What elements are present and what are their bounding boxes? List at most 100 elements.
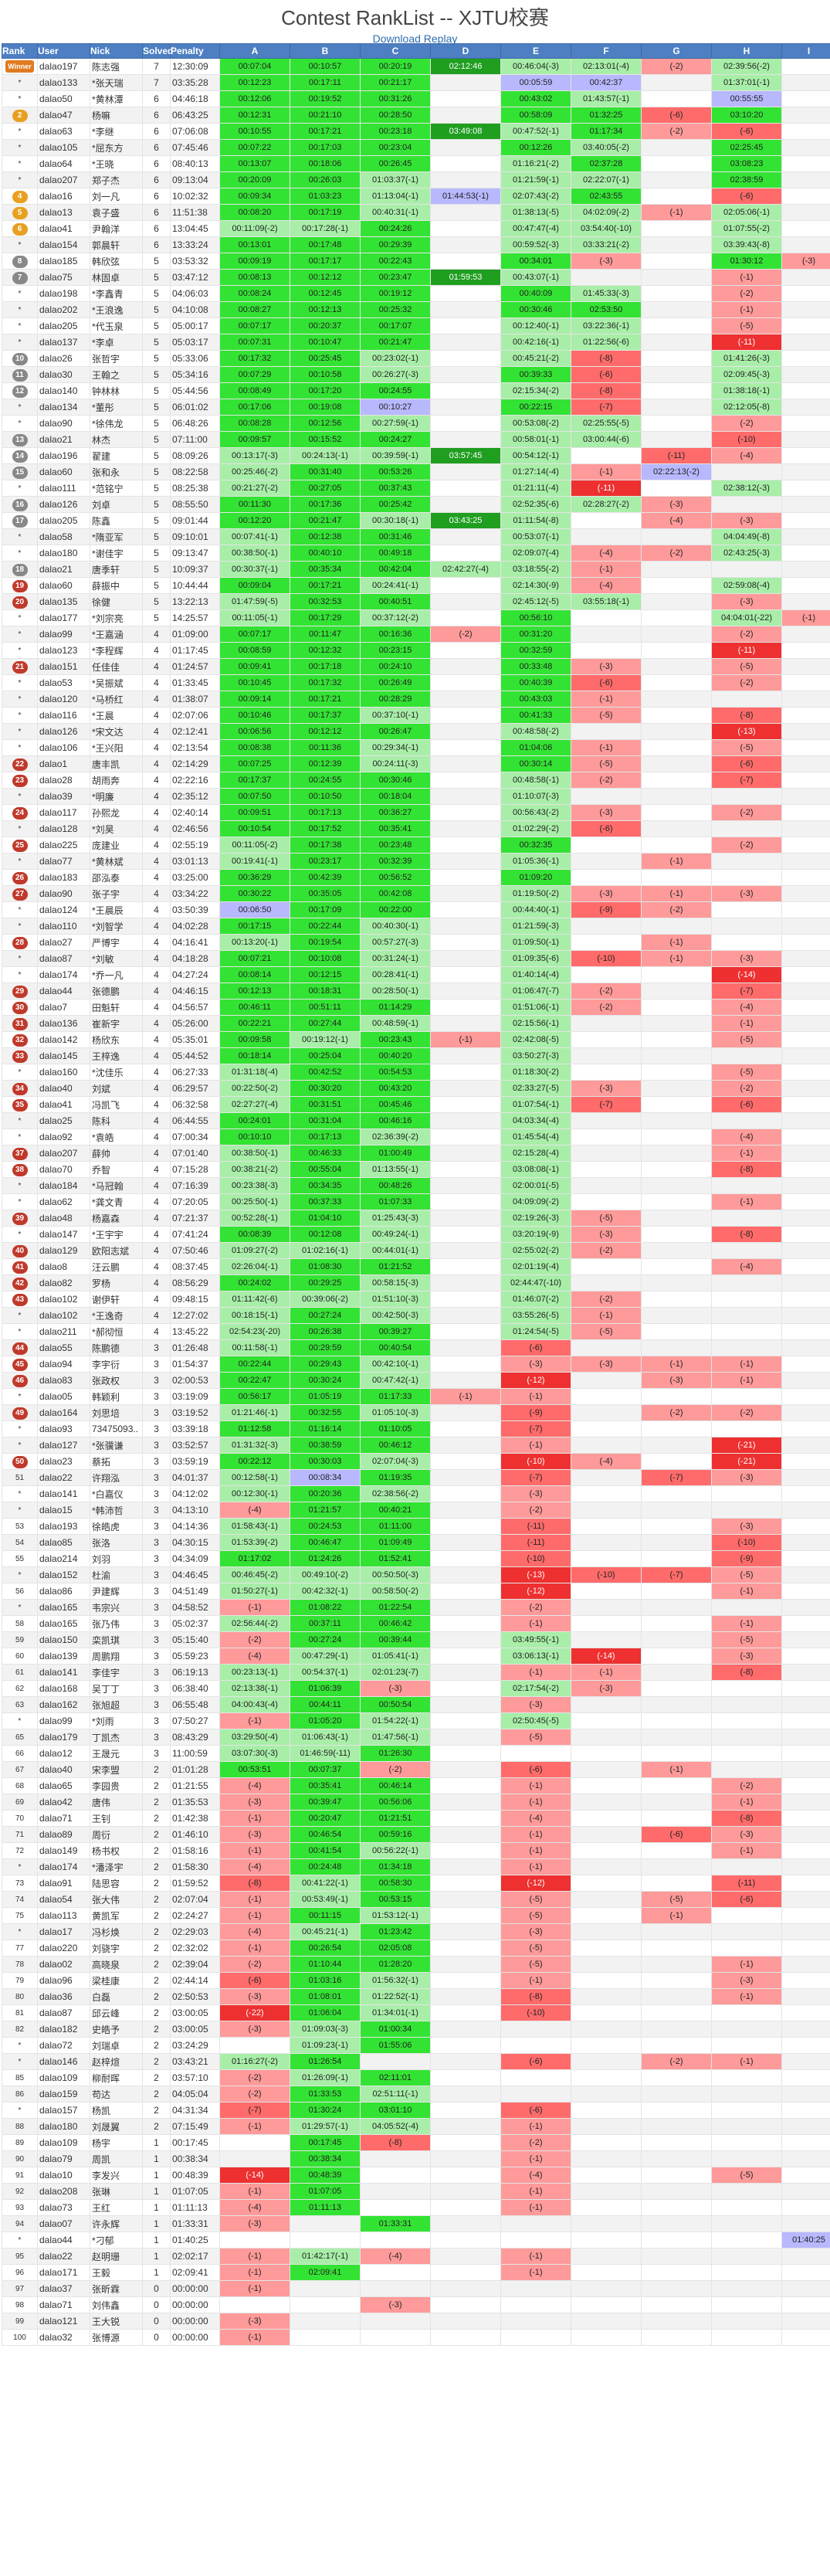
problem-cell[interactable]: 01:53:12(-1) bbox=[360, 1907, 431, 1924]
problem-cell[interactable]: 00:12:26 bbox=[500, 139, 571, 156]
problem-cell[interactable]: 00:44:40(-1) bbox=[500, 901, 571, 918]
problem-cell[interactable]: 00:46:54 bbox=[290, 1826, 361, 1843]
problem-cell[interactable]: 01:06:43(-1) bbox=[290, 1729, 361, 1746]
user-cell[interactable]: dalao99 bbox=[37, 1712, 90, 1729]
problem-cell[interactable]: 03:54:40(-10) bbox=[571, 220, 642, 237]
problem-cell[interactable]: (-10) bbox=[500, 2004, 571, 2021]
user-cell[interactable]: dalao48 bbox=[37, 1210, 90, 1227]
problem-cell[interactable]: (-3) bbox=[219, 1988, 290, 2005]
problem-cell[interactable]: 00:22:43 bbox=[360, 253, 431, 270]
problem-cell[interactable]: 01:26:30 bbox=[360, 1745, 431, 1762]
user-cell[interactable]: dalao96 bbox=[37, 1972, 90, 1989]
user-cell[interactable]: dalao70 bbox=[37, 1161, 90, 1178]
problem-cell[interactable]: (-4) bbox=[711, 1128, 782, 1145]
problem-cell[interactable]: 02:52:35(-6) bbox=[500, 496, 571, 513]
user-cell[interactable]: dalao63 bbox=[37, 123, 90, 140]
problem-cell[interactable]: (-14) bbox=[219, 2167, 290, 2184]
user-cell[interactable]: dalao10 bbox=[37, 2167, 90, 2184]
problem-cell[interactable]: (-8) bbox=[711, 707, 782, 724]
problem-cell[interactable]: 01:09:35(-6) bbox=[500, 950, 571, 967]
problem-cell[interactable]: (-7) bbox=[641, 1469, 712, 1486]
problem-cell[interactable]: 00:24:41(-1) bbox=[360, 577, 431, 594]
problem-cell[interactable]: 01:33:31 bbox=[360, 2215, 431, 2232]
problem-cell[interactable]: 00:54:53 bbox=[360, 1064, 431, 1081]
problem-cell[interactable]: 00:27:24 bbox=[290, 1307, 361, 1324]
problem-cell[interactable]: 02:38:56(-2) bbox=[360, 1485, 431, 1502]
user-cell[interactable]: dalao137 bbox=[37, 334, 90, 351]
problem-cell[interactable]: 00:20:09 bbox=[219, 171, 290, 188]
problem-cell[interactable]: 00:07:25 bbox=[219, 755, 290, 772]
user-cell[interactable]: dalao54 bbox=[37, 1891, 90, 1908]
problem-cell[interactable]: 01:22:52(-1) bbox=[360, 1988, 431, 2005]
user-cell[interactable]: dalao60 bbox=[37, 577, 90, 594]
problem-cell[interactable]: (-2) bbox=[219, 1631, 290, 1648]
problem-cell[interactable]: 00:17:17 bbox=[290, 253, 361, 270]
problem-cell[interactable]: 00:22:21 bbox=[219, 1015, 290, 1032]
problem-cell[interactable]: 00:08:27 bbox=[219, 301, 290, 318]
problem-cell[interactable]: 00:23:13(-1) bbox=[219, 1664, 290, 1681]
problem-cell[interactable]: 00:40:21 bbox=[360, 1502, 431, 1519]
problem-cell[interactable]: 00:32:39 bbox=[360, 853, 431, 870]
problem-cell[interactable]: (-11) bbox=[500, 1534, 571, 1551]
problem-cell[interactable]: (-3) bbox=[500, 1696, 571, 1713]
problem-cell[interactable]: 00:10:58 bbox=[290, 366, 361, 383]
problem-cell[interactable]: 03:06:13(-1) bbox=[500, 1648, 571, 1665]
problem-cell[interactable]: 01:11:54(-8) bbox=[500, 512, 571, 529]
problem-cell[interactable]: 01:34:18 bbox=[360, 1858, 431, 1875]
problem-cell[interactable]: 00:42:32(-1) bbox=[290, 1583, 361, 1600]
problem-cell[interactable]: 00:31:24(-1) bbox=[360, 950, 431, 967]
problem-cell[interactable]: 00:30:46 bbox=[360, 772, 431, 789]
problem-cell[interactable]: (-8) bbox=[711, 1226, 782, 1243]
problem-cell[interactable]: 00:08:39 bbox=[219, 1226, 290, 1243]
problem-cell[interactable]: (-1) bbox=[711, 1956, 782, 1973]
col-problem-b[interactable]: B bbox=[290, 43, 361, 59]
user-cell[interactable]: dalao135 bbox=[37, 593, 90, 610]
problem-cell[interactable]: (-3) bbox=[781, 253, 830, 270]
problem-cell[interactable]: 00:24:55 bbox=[290, 772, 361, 789]
problem-cell[interactable]: (-1) bbox=[641, 1907, 712, 1924]
problem-cell[interactable]: 01:29:57(-1) bbox=[290, 2118, 361, 2135]
user-cell[interactable]: dalao162 bbox=[37, 1696, 90, 1713]
problem-cell[interactable]: 00:39:06(-2) bbox=[290, 1291, 361, 1308]
problem-cell[interactable]: 00:29:25 bbox=[290, 1274, 361, 1291]
problem-cell[interactable]: 00:10:45 bbox=[219, 674, 290, 691]
problem-cell[interactable]: 03:10:20 bbox=[711, 107, 782, 124]
problem-cell[interactable]: 00:12:56 bbox=[290, 415, 361, 432]
problem-cell[interactable]: 00:43:20 bbox=[360, 1080, 431, 1097]
problem-cell[interactable]: (-1) bbox=[219, 2264, 290, 2281]
user-cell[interactable]: dalao164 bbox=[37, 1404, 90, 1421]
problem-cell[interactable]: 01:24:54(-5) bbox=[500, 1323, 571, 1340]
problem-cell[interactable]: (-14) bbox=[711, 966, 782, 983]
user-cell[interactable]: dalao193 bbox=[37, 1518, 90, 1535]
problem-cell[interactable]: 00:47:52(-1) bbox=[500, 123, 571, 140]
problem-cell[interactable]: (-1) bbox=[571, 1307, 642, 1324]
problem-cell[interactable]: 02:07:04(-3) bbox=[360, 1453, 431, 1470]
problem-cell[interactable]: 02:44:47(-10) bbox=[500, 1274, 571, 1291]
problem-cell[interactable]: 00:24:53 bbox=[290, 1518, 361, 1535]
user-cell[interactable]: dalao44 bbox=[37, 2232, 90, 2248]
user-cell[interactable]: dalao12 bbox=[37, 1745, 90, 1762]
problem-cell[interactable]: 00:10:47 bbox=[290, 334, 361, 351]
problem-cell[interactable]: 00:48:59(-1) bbox=[360, 1015, 431, 1032]
user-cell[interactable]: dalao64 bbox=[37, 155, 90, 172]
problem-cell[interactable]: 00:25:04 bbox=[290, 1047, 361, 1064]
problem-cell[interactable]: (-1) bbox=[641, 934, 712, 951]
problem-cell[interactable]: 02:55:02(-2) bbox=[500, 1242, 571, 1259]
problem-cell[interactable]: (-9) bbox=[711, 1550, 782, 1567]
problem-cell[interactable]: (-7) bbox=[500, 1469, 571, 1486]
problem-cell[interactable]: 02:22:07(-1) bbox=[571, 171, 642, 188]
problem-cell[interactable]: 00:10:46 bbox=[219, 707, 290, 724]
problem-cell[interactable]: 00:42:52 bbox=[290, 1064, 361, 1081]
problem-cell[interactable]: 00:56:17 bbox=[219, 1388, 290, 1405]
problem-cell[interactable]: (-3) bbox=[500, 1485, 571, 1502]
problem-cell[interactable]: 00:54:37(-1) bbox=[290, 1664, 361, 1681]
problem-cell[interactable]: 03:50:27(-3) bbox=[500, 1047, 571, 1064]
problem-cell[interactable]: 00:35:34 bbox=[290, 561, 361, 578]
problem-cell[interactable]: 01:26:09(-1) bbox=[290, 2069, 361, 2086]
problem-cell[interactable]: 01:02:29(-2) bbox=[500, 820, 571, 837]
problem-cell[interactable]: (-2) bbox=[641, 58, 712, 75]
problem-cell[interactable]: 02:28:27(-2) bbox=[571, 496, 642, 513]
problem-cell[interactable]: 00:22:44 bbox=[290, 918, 361, 935]
problem-cell[interactable]: 00:53:49(-1) bbox=[290, 1891, 361, 1908]
problem-cell[interactable]: (-1) bbox=[219, 1599, 290, 1616]
